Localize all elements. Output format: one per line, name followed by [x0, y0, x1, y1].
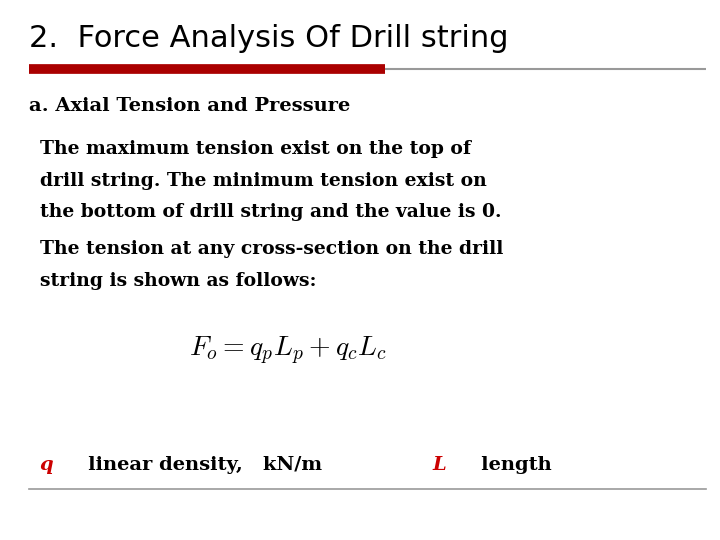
Text: string is shown as follows:: string is shown as follows:: [40, 272, 316, 289]
Text: q: q: [40, 456, 53, 474]
Text: linear density,   kN/m: linear density, kN/m: [68, 456, 323, 474]
Text: drill string. The minimum tension exist on: drill string. The minimum tension exist …: [40, 172, 486, 190]
Text: 2.  Force Analysis Of Drill string: 2. Force Analysis Of Drill string: [29, 24, 508, 53]
Text: a. Axial Tension and Pressure: a. Axial Tension and Pressure: [29, 97, 350, 115]
Text: The maximum tension exist on the top of: The maximum tension exist on the top of: [40, 140, 471, 158]
Text: The tension at any cross-section on the drill: The tension at any cross-section on the …: [40, 240, 503, 258]
Text: $F_o = q_p L_p + q_c L_c$: $F_o = q_p L_p + q_c L_c$: [189, 335, 387, 367]
Text: length: length: [461, 456, 552, 474]
Text: the bottom of drill string and the value is 0.: the bottom of drill string and the value…: [40, 203, 501, 221]
Text: L: L: [432, 456, 446, 474]
